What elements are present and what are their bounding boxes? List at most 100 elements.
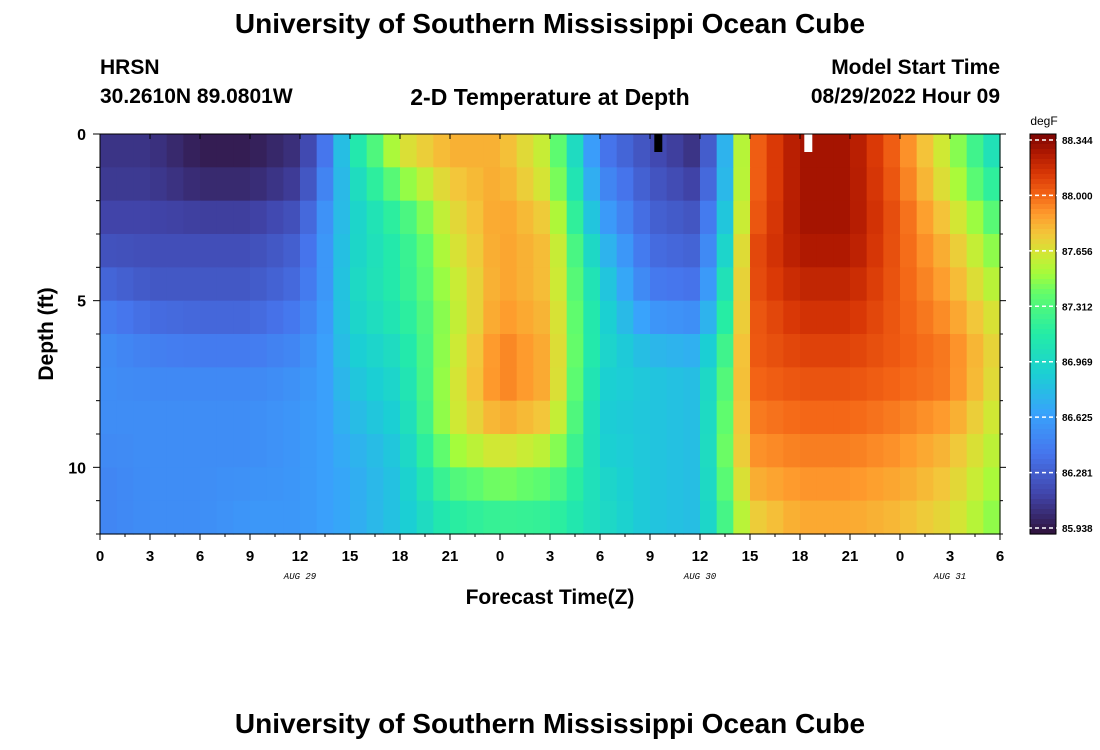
heatmap-cell (250, 300, 268, 335)
heatmap-cell (366, 267, 384, 302)
heatmap-cell (716, 267, 734, 302)
heatmap-cell (550, 134, 568, 168)
heatmap-cell (733, 467, 751, 502)
heatmap-cell (383, 234, 401, 268)
heatmap-cell (433, 200, 451, 235)
heatmap-cell (916, 334, 934, 368)
heatmap-cell (483, 300, 501, 335)
heatmap-cell (833, 367, 851, 402)
heatmap-cell (416, 234, 434, 268)
heatmap-cell (733, 400, 751, 435)
heatmap-cell (716, 367, 734, 402)
heatmap-cell (300, 467, 318, 502)
heatmap-cell (616, 200, 634, 235)
y-axis-ticks: 0 5 10 (68, 127, 1006, 535)
heatmap-cell (150, 367, 168, 402)
heatmap-cell (116, 400, 134, 435)
colorbar-segment (1030, 409, 1056, 415)
heatmap-cell (166, 434, 184, 468)
heatmap-cell (416, 367, 434, 402)
heatmap-cell (183, 200, 201, 235)
heatmap-cell (716, 234, 734, 268)
heatmap-cell (966, 234, 984, 268)
heatmap-cell (300, 400, 318, 435)
heatmap-cell (166, 134, 184, 168)
heatmap-cell (350, 267, 368, 302)
heatmap-cell (433, 400, 451, 435)
heatmap-cell (650, 234, 668, 268)
heatmap-cell (933, 167, 951, 202)
heatmap-cell (183, 134, 201, 168)
colorbar-segment (1030, 264, 1056, 270)
heatmap-cell (416, 267, 434, 302)
heatmap-cell (300, 434, 318, 468)
heatmap-cell (233, 367, 251, 402)
heatmap-marker (654, 134, 663, 152)
heatmap-cell (350, 434, 368, 468)
colorbar-segment (1030, 259, 1056, 265)
colorbar-segment (1030, 444, 1056, 450)
heatmap-cell (916, 467, 934, 502)
heatmap-cell (666, 167, 684, 202)
heatmap-cell (583, 134, 601, 168)
colorbar-segment (1030, 294, 1056, 300)
heatmap-cell (650, 167, 668, 202)
heatmap-cell (433, 267, 451, 302)
heatmap-cell (283, 267, 301, 302)
colorbar-segment (1030, 199, 1056, 205)
heatmap-cell (766, 134, 784, 168)
heatmap-cell (433, 300, 451, 335)
heatmap-cell (233, 434, 251, 468)
heatmap-cell (350, 167, 368, 202)
heatmap-cell (283, 434, 301, 468)
heatmap-cell (316, 500, 334, 535)
colorbar-segment (1030, 514, 1056, 520)
colorbar-segment (1030, 499, 1056, 505)
colorbar-segment (1030, 244, 1056, 250)
heatmap-cell (483, 234, 501, 268)
heatmap-cell (566, 200, 584, 235)
heatmap-cell (866, 134, 884, 168)
heatmap-cell (183, 234, 201, 268)
heatmap-cell (533, 234, 551, 268)
x-tick-label: 21 (442, 548, 459, 565)
heatmap-cell (250, 234, 268, 268)
y-tick-label: 5 (77, 294, 86, 311)
heatmap-cell (516, 300, 534, 335)
heatmap-cell (333, 400, 351, 435)
colorbar-segment (1030, 489, 1056, 495)
heatmap-cell (933, 400, 951, 435)
heatmap-cell (166, 500, 184, 535)
heatmap-cell (516, 200, 534, 235)
colorbar-segment (1030, 419, 1056, 425)
heatmap-cell (800, 200, 818, 235)
heatmap-cell (250, 434, 268, 468)
heatmap-cell (733, 334, 751, 368)
heatmap-cell (116, 134, 134, 168)
heatmap-cell (633, 200, 651, 235)
heatmap-cell (566, 367, 584, 402)
heatmap-cell (850, 134, 868, 168)
heatmap-cell (900, 267, 918, 302)
heatmap-cell (883, 367, 901, 402)
heatmap-cell (150, 300, 168, 335)
heatmap-cell (533, 334, 551, 368)
heatmap-cell (150, 267, 168, 302)
colorbar-segment (1030, 194, 1056, 200)
heatmap-cell (200, 334, 218, 368)
heatmap-cell (466, 434, 484, 468)
heatmap-cell (266, 400, 284, 435)
heatmap-cell (533, 267, 551, 302)
x-tick-label: 0 (96, 548, 104, 565)
heatmap-cell (883, 200, 901, 235)
x-tick-label: 3 (546, 548, 554, 565)
heatmap-cell (800, 300, 818, 335)
heatmap-cell (566, 434, 584, 468)
heatmap-cell (633, 400, 651, 435)
heatmap-cell (866, 434, 884, 468)
heatmap-cell (283, 500, 301, 535)
heatmap-cell (133, 234, 151, 268)
heatmap-cell (250, 367, 268, 402)
heatmap-cell (683, 500, 701, 535)
heatmap-cell (600, 434, 618, 468)
